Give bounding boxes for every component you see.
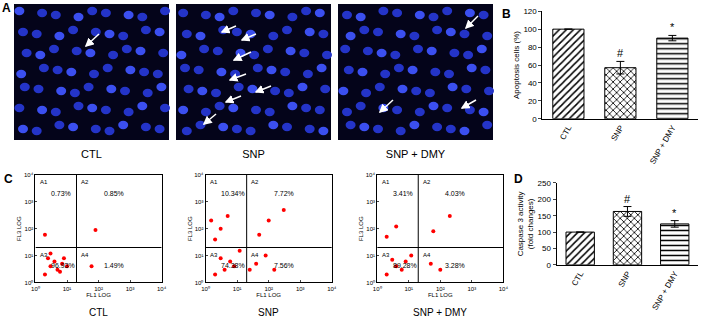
svg-text:Caspase 3 activity(fold change: Caspase 3 activity(fold changes): [516, 191, 535, 256]
svg-text:#: #: [617, 47, 624, 59]
svg-text:A4: A4: [251, 252, 259, 258]
svg-text:A3: A3: [40, 252, 48, 258]
svg-text:SNP + DMY: SNP + DMY: [651, 269, 681, 311]
svg-text:10²: 10²: [436, 286, 445, 292]
svg-text:4.03%: 4.03%: [445, 190, 465, 197]
svg-text:B: B: [502, 7, 511, 21]
svg-text:10⁰: 10⁰: [373, 285, 382, 292]
svg-text:A3: A3: [382, 252, 390, 258]
svg-text:CTL: CTL: [570, 269, 586, 287]
svg-text:SNP: SNP: [258, 307, 279, 318]
svg-text:89.28%: 89.28%: [393, 262, 417, 269]
svg-text:3.28%: 3.28%: [445, 262, 465, 269]
svg-text:FL3 LOG: FL3 LOG: [358, 216, 364, 241]
svg-text:SNP: SNP: [617, 270, 633, 289]
svg-text:CTL: CTL: [558, 123, 574, 141]
svg-text:10¹: 10¹: [404, 286, 413, 292]
svg-text:10¹: 10¹: [366, 253, 375, 259]
svg-text:A: A: [2, 1, 11, 15]
svg-text:3.41%: 3.41%: [393, 190, 413, 197]
svg-text:10²: 10²: [366, 226, 375, 232]
svg-text:C: C: [4, 172, 13, 186]
svg-text:0: 0: [532, 115, 537, 124]
svg-text:7.56%: 7.56%: [274, 262, 294, 269]
svg-text:10⁴: 10⁴: [499, 286, 509, 292]
svg-text:FL1 LOG: FL1 LOG: [428, 292, 453, 298]
svg-text:10³: 10³: [126, 286, 135, 292]
svg-text:10²: 10²: [264, 286, 273, 292]
svg-text:0.73%: 0.73%: [51, 190, 71, 197]
svg-text:10⁰: 10⁰: [31, 285, 40, 292]
svg-text:10²: 10²: [195, 226, 204, 232]
svg-text:10⁰: 10⁰: [201, 285, 210, 292]
svg-text:1.49%: 1.49%: [104, 262, 124, 269]
svg-text:FL1 LOG: FL1 LOG: [256, 292, 281, 298]
svg-text:100: 100: [523, 25, 537, 34]
svg-text:A2: A2: [81, 179, 89, 185]
svg-text:10³: 10³: [25, 199, 34, 205]
svg-text:74.38%: 74.38%: [221, 262, 245, 269]
svg-text:10⁴: 10⁴: [24, 172, 34, 178]
svg-text:SNP + DMY: SNP + DMY: [413, 307, 467, 318]
svg-text:10.34%: 10.34%: [221, 190, 245, 197]
svg-text:120: 120: [523, 7, 537, 16]
svg-text:FL1 LOG: FL1 LOG: [86, 292, 111, 298]
svg-text:96.93%: 96.93%: [51, 262, 75, 269]
svg-text:SNP: SNP: [242, 148, 265, 160]
svg-text:10³: 10³: [296, 286, 305, 292]
svg-text:60: 60: [528, 61, 537, 70]
svg-text:10⁰: 10⁰: [25, 279, 34, 286]
svg-text:SNP: SNP: [610, 124, 626, 143]
svg-text:10⁴: 10⁴: [194, 172, 204, 178]
svg-text:SNP + DMY: SNP + DMY: [386, 148, 446, 160]
svg-text:20: 20: [528, 97, 537, 106]
svg-text:A1: A1: [210, 179, 218, 185]
svg-text:50: 50: [542, 244, 551, 253]
svg-text:150: 150: [538, 212, 552, 221]
svg-text:A4: A4: [81, 252, 89, 258]
svg-text:0.85%: 0.85%: [104, 190, 124, 197]
svg-text:10⁴: 10⁴: [157, 286, 167, 292]
svg-text:10¹: 10¹: [233, 286, 242, 292]
svg-text:D: D: [514, 172, 523, 186]
svg-text:250: 250: [538, 179, 552, 188]
svg-text:10⁰: 10⁰: [195, 279, 204, 286]
svg-text:*: *: [672, 207, 677, 219]
svg-text:200: 200: [538, 195, 552, 204]
svg-text:0: 0: [547, 261, 552, 270]
svg-text:SNP + DMY: SNP + DMY: [648, 123, 678, 165]
svg-text:80: 80: [528, 43, 537, 52]
svg-text:*: *: [670, 21, 675, 33]
svg-text:Apoptosis cells (%): Apoptosis cells (%): [512, 31, 521, 99]
svg-text:10⁴: 10⁴: [366, 172, 376, 178]
svg-text:10³: 10³: [468, 286, 477, 292]
svg-text:10³: 10³: [195, 199, 204, 205]
svg-text:#: #: [624, 193, 631, 205]
svg-text:CTL: CTL: [81, 148, 102, 160]
svg-text:A4: A4: [423, 252, 431, 258]
svg-text:10³: 10³: [366, 199, 375, 205]
svg-text:A2: A2: [423, 179, 431, 185]
svg-text:100: 100: [538, 228, 552, 237]
svg-text:10²: 10²: [94, 286, 103, 292]
svg-text:10¹: 10¹: [195, 253, 204, 259]
svg-text:40: 40: [528, 79, 537, 88]
svg-text:CTL: CTL: [89, 307, 108, 318]
svg-text:10¹: 10¹: [25, 253, 34, 259]
svg-text:FL3 LOG: FL3 LOG: [187, 216, 193, 241]
svg-text:10⁰: 10⁰: [366, 279, 375, 286]
svg-text:10¹: 10¹: [63, 286, 72, 292]
svg-text:FL3 LOG: FL3 LOG: [16, 216, 22, 241]
svg-text:7.72%: 7.72%: [274, 190, 294, 197]
svg-text:A1: A1: [382, 179, 390, 185]
svg-text:10⁴: 10⁴: [327, 286, 337, 292]
svg-text:A3: A3: [210, 252, 218, 258]
svg-text:10²: 10²: [25, 226, 34, 232]
svg-text:A2: A2: [251, 179, 259, 185]
svg-text:A1: A1: [40, 179, 48, 185]
